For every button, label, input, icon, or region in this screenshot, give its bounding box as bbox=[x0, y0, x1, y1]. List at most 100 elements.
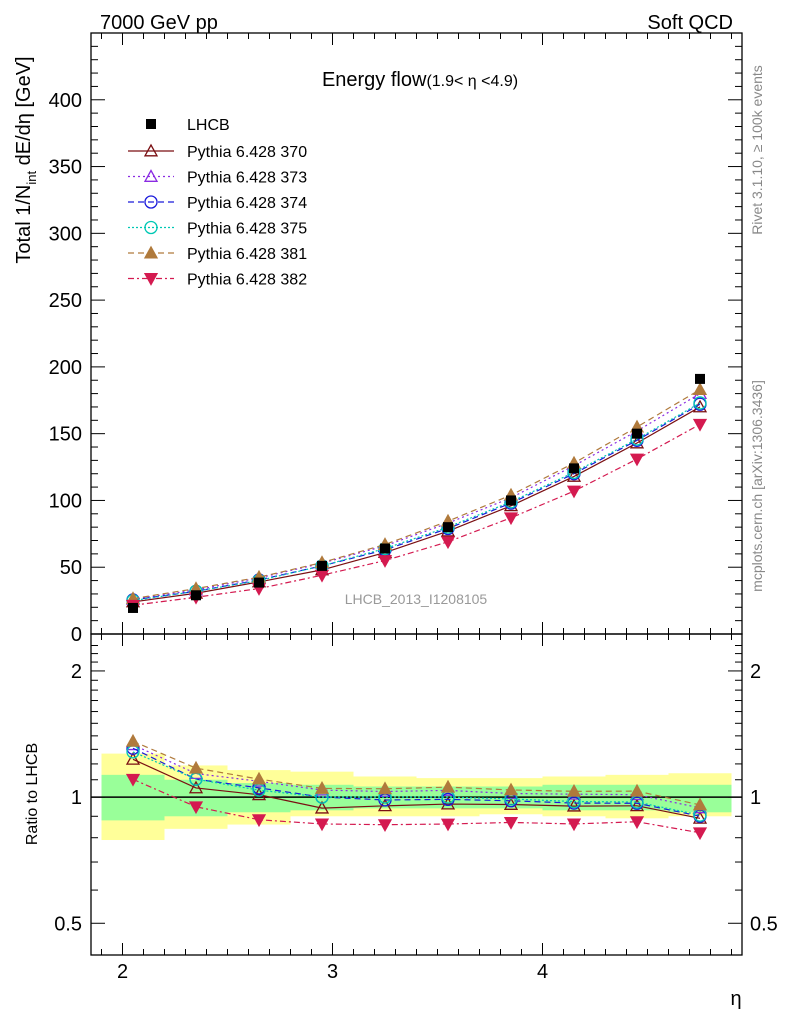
ratio-series-point bbox=[692, 810, 708, 824]
y-tick-label: 200 bbox=[49, 357, 82, 379]
legend-entry: Pythia 6.428 374 bbox=[187, 195, 307, 212]
y-tick-label: 250 bbox=[49, 290, 82, 312]
ratio-series-line bbox=[132, 751, 701, 816]
ratio-series-point bbox=[251, 787, 267, 801]
ratio-series-line bbox=[132, 740, 701, 806]
ratio-series-point bbox=[125, 733, 141, 747]
lhcb-data-point bbox=[632, 428, 642, 439]
legend-entry-lhcb: LHCB bbox=[187, 117, 230, 134]
series-point bbox=[503, 512, 519, 526]
ratio-series-point bbox=[566, 798, 582, 812]
series-line bbox=[132, 406, 701, 603]
ratio-series-line bbox=[132, 758, 701, 819]
ratio-series-point bbox=[125, 773, 141, 787]
y-tick-label: 150 bbox=[49, 424, 82, 446]
main-panel: 0 50 100 150 200 250 300 350 400 LHCB Pythia 6.428… bbox=[49, 32, 743, 955]
header-left: 7000 GeV pp bbox=[100, 12, 218, 34]
x-axis-label: η bbox=[730, 988, 741, 1010]
legend-entry: Pythia 6.428 375 bbox=[187, 221, 307, 238]
ratio-series-point bbox=[440, 818, 456, 832]
ratio-tick-label-right: 2 bbox=[750, 661, 761, 683]
ratio-series-point bbox=[629, 816, 645, 830]
legend-marker-lhcb bbox=[146, 119, 156, 129]
ratio-series-point bbox=[503, 816, 519, 830]
ratio-series-point bbox=[440, 779, 456, 793]
lhcb-data-point bbox=[317, 560, 327, 571]
ratio-series-point bbox=[566, 783, 582, 797]
y-tick-label: 300 bbox=[49, 223, 82, 245]
series-point bbox=[566, 485, 582, 499]
lhcb-data-point bbox=[569, 463, 579, 474]
ratio-series-line bbox=[132, 747, 701, 817]
header-right: Soft QCD bbox=[647, 12, 733, 34]
lhcb-data-point bbox=[380, 543, 390, 554]
lhcb-data-point bbox=[443, 522, 453, 533]
title-main: Energy flow bbox=[322, 69, 427, 91]
lhcb-data-point bbox=[254, 577, 264, 588]
rivet-label: Rivet 3.1.10, ≥ 100k events bbox=[749, 65, 765, 235]
ratio-series-point bbox=[251, 771, 267, 785]
series-point bbox=[629, 435, 645, 449]
series-line bbox=[132, 423, 701, 606]
ylabel-sub: int bbox=[24, 171, 39, 185]
legend: LHCB Pythia 6.428 370 Pythia 6.428 373 Pyth… bbox=[128, 117, 307, 289]
lhcb-data-point bbox=[506, 495, 516, 506]
y-tick-label: 400 bbox=[49, 90, 82, 112]
y-tick-label: 350 bbox=[49, 157, 82, 179]
y-tick-label: 100 bbox=[49, 490, 82, 512]
series-point bbox=[566, 469, 582, 482]
ratio-tick-label: 1 bbox=[71, 787, 82, 809]
ratio-series-point bbox=[503, 782, 519, 796]
series-point bbox=[692, 418, 708, 432]
ratio-series-point bbox=[377, 819, 393, 833]
x-tick-label: 2 bbox=[117, 961, 128, 983]
ratio-series-point bbox=[629, 798, 645, 812]
y-axis-label: Total 1/Nint dE/dη [GeV] bbox=[13, 56, 39, 263]
series-line bbox=[132, 389, 701, 600]
legend-entry: Pythia 6.428 381 bbox=[187, 246, 307, 263]
series-point bbox=[629, 453, 645, 467]
ratio-series-point bbox=[314, 800, 330, 814]
watermark: LHCB_2013_I1208105 bbox=[345, 591, 488, 607]
ratio-series-point bbox=[188, 801, 204, 815]
x-tick-label: 4 bbox=[537, 961, 548, 983]
series-line bbox=[132, 403, 701, 601]
ratio-series-point bbox=[125, 751, 141, 765]
series-point bbox=[692, 382, 708, 396]
ylabel-main: Total 1/N bbox=[13, 185, 35, 264]
legend-marker bbox=[143, 245, 159, 259]
ratio-tick-label-right: 1 bbox=[750, 787, 761, 809]
series-line bbox=[132, 402, 701, 602]
ratio-series-line bbox=[132, 744, 701, 809]
ratio-series-point bbox=[566, 818, 582, 832]
ratio-series-point bbox=[251, 814, 267, 828]
legend-marker bbox=[144, 195, 158, 209]
x-tick-label: 3 bbox=[327, 961, 338, 983]
ratio-tick-label-right: 0.5 bbox=[750, 913, 778, 935]
lhcb-data-point bbox=[695, 373, 705, 384]
ratio-series-point bbox=[692, 797, 708, 811]
ratio-tick-label: 2 bbox=[71, 661, 82, 683]
series-point bbox=[693, 396, 707, 410]
ratio-series-point bbox=[629, 783, 645, 797]
title-cut: (1.9< η <4.9) bbox=[426, 73, 518, 90]
y-tick-label: 0 bbox=[71, 624, 82, 646]
chart-title: Energy flow(1.9< η <4.9) bbox=[322, 69, 518, 91]
ratio-series-point bbox=[440, 796, 456, 810]
series-line bbox=[132, 393, 701, 600]
legend-marker bbox=[143, 273, 159, 286]
ratio-series-point bbox=[188, 780, 204, 794]
series-point bbox=[377, 555, 393, 568]
ylabel-rest: dE/dη [GeV] bbox=[13, 56, 35, 171]
ratio-series-point bbox=[314, 818, 330, 832]
ratio-series-point bbox=[188, 760, 204, 774]
legend-entry: Pythia 6.428 373 bbox=[187, 170, 307, 187]
ratio-series-point bbox=[314, 781, 330, 794]
ratio-y-axis-label: Ratio to LHCB bbox=[24, 743, 41, 845]
y-tick-label: 50 bbox=[60, 557, 82, 579]
series-point bbox=[440, 536, 456, 550]
lhcb-data-point bbox=[191, 590, 201, 601]
legend-entry: Pythia 6.428 382 bbox=[187, 272, 307, 289]
ratio-tick-label: 0.5 bbox=[54, 913, 82, 935]
